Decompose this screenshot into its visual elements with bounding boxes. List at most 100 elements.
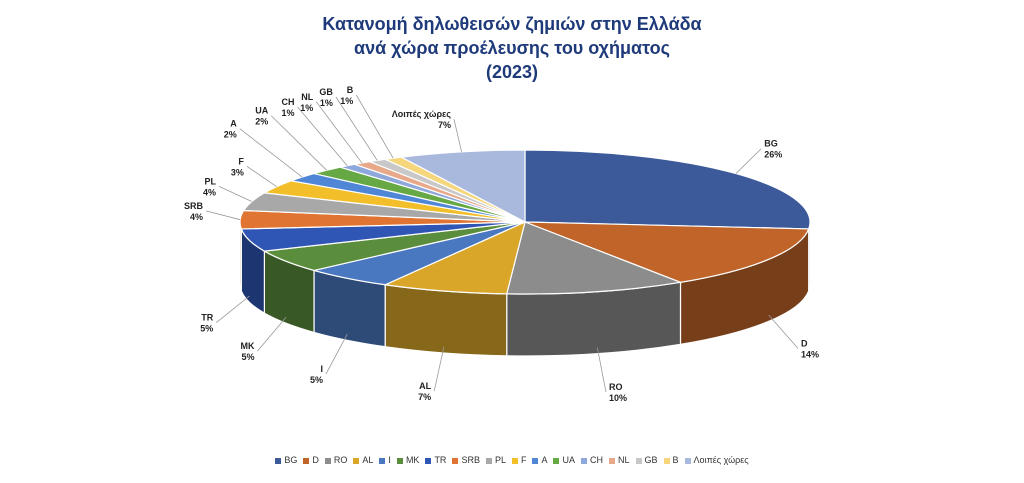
slice-label-λοιπές-χώρες: Λοιπές χώρες [392, 109, 452, 119]
legend-label: AL [362, 455, 374, 465]
leader-line-a [239, 128, 303, 178]
slice-label-srb: SRB [184, 201, 204, 211]
slice-label-mk: MK [240, 341, 254, 351]
legend-item-ch: CH [581, 455, 603, 465]
slice-value-nl: 1% [300, 103, 313, 113]
slice-value-d: 14% [801, 349, 819, 359]
legend-swatch [379, 457, 386, 464]
legend-label: UA [562, 455, 575, 465]
legend-swatch [684, 457, 691, 464]
slice-label-gb: GB [319, 87, 333, 97]
slice-label-ua: UA [255, 106, 268, 116]
legend-item-a: A [532, 455, 547, 465]
pie-side-srb [239, 221, 242, 292]
legend-swatch [452, 457, 459, 464]
slice-value-b: 1% [340, 96, 353, 106]
leader-line-tr [215, 295, 250, 323]
legend-item-ro: RO [324, 455, 348, 465]
legend-swatch [532, 457, 539, 464]
legend-label: D [312, 455, 319, 465]
leader-line-ch [297, 106, 348, 166]
leader-line-b [355, 94, 394, 159]
leader-line-al [433, 346, 445, 392]
legend-label: B [672, 455, 679, 465]
slice-value-pl: 4% [203, 187, 216, 197]
legend-swatch [425, 457, 432, 464]
legend-item-d: D [303, 455, 319, 465]
legend-swatch [553, 457, 560, 464]
legend-item-mk: MK [396, 455, 420, 465]
legend-label: TR [434, 455, 447, 465]
leader-line-gb [335, 96, 378, 161]
slice-value-mk: 5% [241, 352, 254, 362]
legend-label: GB [644, 455, 658, 465]
slice-value-ch: 1% [282, 108, 295, 118]
legend-swatch [396, 457, 403, 464]
legend-item-pl: PL [485, 455, 506, 465]
slice-value-tr: 5% [200, 324, 213, 334]
legend-item-f: F [511, 455, 527, 465]
legend-item-b: B [663, 455, 679, 465]
leader-line-mk [257, 316, 287, 352]
legend-swatch [581, 457, 587, 464]
chart-title-line-1: Κατανομή δηλωθεισών ζημιών στην Ελλάδα [322, 14, 702, 34]
leader-line-nl [315, 101, 363, 164]
slice-value-al: 7% [418, 392, 431, 402]
slice-label-nl: NL [301, 92, 313, 102]
slice-value-ua: 2% [255, 117, 268, 127]
legend-label: CH [590, 455, 603, 465]
legend-swatch [663, 457, 670, 464]
legend-item-tr: TR [425, 455, 446, 465]
legend-label: Λοιπές χώρες [693, 455, 749, 465]
pie-slice-bg [524, 149, 811, 230]
legend-item-gb: GB [635, 455, 658, 465]
legend-swatch [635, 457, 642, 464]
legend-label: SRB [461, 455, 480, 465]
slice-label-d: D [801, 338, 808, 348]
legend-swatch [353, 457, 360, 464]
slice-label-i: I [320, 364, 323, 374]
legend-item-srb: SRB [452, 455, 480, 465]
legend-item-ua: UA [553, 455, 575, 465]
leader-line-f [246, 165, 277, 187]
leader-line-d [768, 314, 799, 349]
slice-value-f: 3% [231, 167, 244, 177]
pie-side-al [384, 284, 508, 357]
legend-label: I [388, 455, 391, 465]
slice-label-bg: BG [764, 139, 778, 149]
legend-label: BG [284, 455, 298, 465]
slice-label-pl: PL [204, 176, 216, 186]
legend-swatch [303, 457, 310, 464]
slice-value-ro: 10% [609, 393, 627, 403]
slice-label-al: AL [419, 381, 431, 391]
leader-line-bg [735, 148, 762, 174]
chart-title-line-3: (2023) [485, 62, 539, 82]
legend-swatch [275, 457, 282, 464]
slice-label-tr: TR [201, 313, 213, 323]
slice-label-ro: RO [609, 382, 623, 392]
legend-item-bg: BG [275, 455, 297, 465]
chart-legend: BG D RO AL I MK TR SRB PL F A UA CH NL GB B Λοιπές χώρες [0, 455, 1024, 465]
legend-swatch [511, 457, 518, 464]
legend-item-al: AL [353, 455, 373, 465]
slice-label-ch: CH [282, 97, 295, 107]
legend-item-λοιπές-χώρες: Λοιπές χώρες [684, 455, 749, 465]
chart-title-line-2: ανά χώρα προέλευσης του οχήματος [354, 38, 670, 58]
slice-value-bg: 26% [764, 150, 782, 160]
leader-line-pl [218, 185, 252, 202]
leader-line-ua [270, 115, 328, 171]
legend-swatch [609, 457, 615, 464]
legend-label: MK [405, 455, 420, 465]
slice-label-b: B [347, 85, 354, 95]
pie-slice-ro [505, 221, 683, 295]
legend-label: RO [333, 455, 348, 465]
leader-line-ro [596, 347, 607, 393]
slice-value-gb: 1% [320, 98, 333, 108]
legend-item-nl: NL [609, 455, 630, 465]
pie-slice-d [524, 221, 810, 283]
slice-label-f: F [238, 156, 244, 166]
leader-line-i [325, 333, 348, 375]
legend-label: F [520, 455, 527, 465]
